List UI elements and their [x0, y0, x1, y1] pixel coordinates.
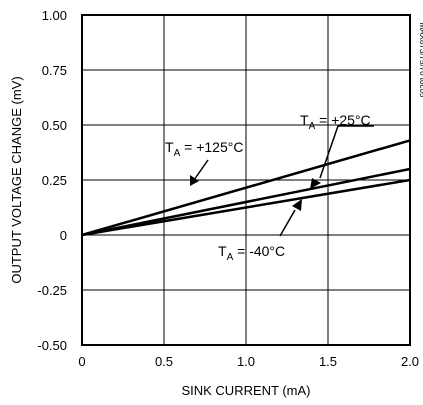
leader-125c — [193, 159, 209, 181]
x-tick-label: 0.5 — [155, 354, 173, 369]
grid — [82, 15, 410, 345]
y-tick-label: 1.00 — [42, 8, 67, 23]
series-group — [81, 139, 411, 237]
y-tick-label: 0.75 — [42, 63, 67, 78]
arrowhead-minus40c — [292, 199, 302, 211]
x-axis-label: SINK CURRENT (mA) — [181, 383, 310, 398]
y-tick-label: 0.25 — [42, 173, 67, 188]
leader-25c — [319, 125, 374, 179]
figure-id: MAX873/75/76 toc05 — [418, 23, 423, 98]
series-line-1 — [81, 167, 411, 237]
y-tick-label: 0 — [60, 228, 67, 243]
x-tick-labels: 0 0.5 1.0 1.5 2.0 — [78, 354, 419, 369]
leader-minus40c — [279, 209, 296, 237]
plot-frame — [81, 14, 411, 346]
x-tick-label: 1.5 — [319, 354, 337, 369]
x-tick-label: 1.0 — [237, 354, 255, 369]
y-tick-label: -0.25 — [37, 283, 67, 298]
series-line-2 — [81, 178, 411, 237]
y-axis-label: OUTPUT VOLTAGE CHANGE (mV) — [9, 76, 24, 283]
x-tick-label: 0 — [78, 354, 85, 369]
annotation-25c: TA = +25°C — [300, 112, 371, 132]
arrowhead-25c — [310, 178, 321, 189]
series-line-0 — [81, 139, 411, 237]
arrowhead-125c — [190, 175, 199, 186]
y-tick-labels: 1.00 0.75 0.50 0.25 0 -0.25 -0.50 — [37, 8, 67, 353]
y-tick-label: -0.50 — [37, 338, 67, 353]
annotation-125c: TA = +125°C — [165, 139, 243, 159]
y-tick-label: 0.50 — [42, 118, 67, 133]
annotation-minus40c: TA = -40°C — [218, 243, 285, 263]
x-tick-label: 2.0 — [401, 354, 419, 369]
